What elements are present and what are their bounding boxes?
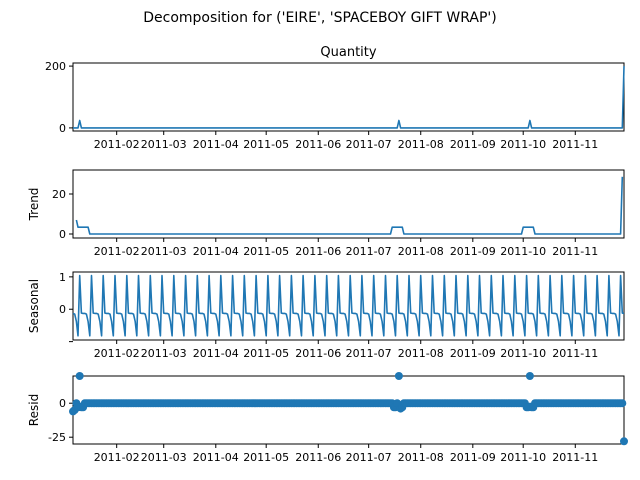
y-tick-label: 200: [45, 60, 66, 73]
x-tick-label: 2011-08: [398, 347, 444, 360]
y-tick-label: 0: [59, 303, 66, 316]
y-tick-label: 0: [59, 397, 66, 410]
x-tick-label: 2011-04: [193, 245, 239, 258]
series: [73, 66, 625, 129]
x-tick-label: 2011-02: [94, 347, 140, 360]
series: [72, 274, 625, 337]
y-axis-label: Resid: [27, 394, 41, 426]
x-tick-label: 2011-07: [346, 451, 392, 464]
panel-title: Quantity: [320, 45, 376, 60]
x-tick-label: 2011-11: [552, 451, 598, 464]
y-tick-label: -25: [48, 431, 66, 444]
panel-3: Seasonal 0 1 2011-02 2011-03 2011-04 2011-05 20…: [27, 271, 625, 360]
x-tick-label: 2011-04: [193, 451, 239, 464]
x-tick-label: 2011-06: [295, 138, 341, 151]
y-tick-label: 0: [59, 228, 66, 241]
x-tick-label: 2011-03: [141, 138, 187, 151]
x-tick-label: 2011-08: [398, 138, 444, 151]
series-line: [73, 66, 625, 129]
panel-2: Trend 0 20 2011-02 2011-03 2011-04 2011-05 2011…: [27, 169, 625, 258]
x-tick-label: 2011-09: [450, 347, 496, 360]
axes-frame: [72, 62, 625, 132]
series-line: [72, 274, 625, 337]
x-tick-label: 2011-10: [500, 347, 546, 360]
x-tick-label: 2011-10: [500, 451, 546, 464]
x-tick-label: 2011-05: [243, 451, 289, 464]
series-line: [75, 176, 624, 235]
x-tick-label: 2011-05: [243, 245, 289, 258]
x-tick-label: 2011-06: [295, 245, 341, 258]
residual-point: [525, 372, 534, 380]
figure-suptitle: Decomposition for ('EIRE', 'SPACEBOY GIF…: [143, 10, 496, 26]
x-tick-label: 2011-10: [500, 138, 546, 151]
panel-1: Quantity 0 200 2011-02 2011-03 2011-04 2011-05…: [45, 45, 625, 151]
residual-point: [75, 372, 84, 380]
residual-point: [618, 399, 627, 408]
x-tick-label: 2011-06: [295, 451, 341, 464]
x-tick-label: 2011-02: [94, 451, 140, 464]
axes-frame: [72, 271, 625, 341]
x-tick-label: 2011-02: [94, 245, 140, 258]
x-tick-label: 2011-04: [193, 138, 239, 151]
x-tick-label: 2011-07: [346, 347, 392, 360]
x-tick-label: 2011-03: [141, 347, 187, 360]
y-tick-label: 1: [59, 271, 66, 284]
x-tick-label: 2011-11: [552, 138, 598, 151]
x-tick-label: 2011-02: [94, 138, 140, 151]
series: [75, 176, 624, 235]
x-tick-label: 2011-07: [346, 138, 392, 151]
axes-frame: [72, 375, 625, 445]
x-tick-label: 2011-09: [450, 245, 496, 258]
y-axis-label: Trend: [27, 188, 41, 222]
x-tick-label: 2011-11: [552, 245, 598, 258]
x-tick-label: 2011-09: [450, 451, 496, 464]
x-tick-label: 2011-11: [552, 347, 598, 360]
y-tick-label: 20: [52, 188, 66, 201]
x-tick-label: 2011-08: [398, 451, 444, 464]
x-tick-label: 2011-06: [295, 347, 341, 360]
x-tick-label: 2011-08: [398, 245, 444, 258]
x-tick-label: 2011-05: [243, 138, 289, 151]
panel-4: Resid -25 0 2011-02 2011-03 2011-04 2011-05 201…: [27, 372, 628, 464]
x-tick-label: 2011-09: [450, 138, 496, 151]
x-tick-label: 2011-03: [141, 245, 187, 258]
axes-frame: [72, 169, 625, 239]
y-tick-label: 0: [59, 122, 66, 135]
x-tick-label: 2011-07: [346, 245, 392, 258]
series: [69, 372, 628, 446]
residual-point: [394, 372, 403, 380]
x-tick-label: 2011-04: [193, 347, 239, 360]
x-tick-label: 2011-10: [500, 245, 546, 258]
y-axis-label: Seasonal: [27, 279, 41, 333]
x-tick-label: 2011-03: [141, 451, 187, 464]
residual-point: [620, 437, 628, 446]
x-tick-label: 2011-05: [243, 347, 289, 360]
